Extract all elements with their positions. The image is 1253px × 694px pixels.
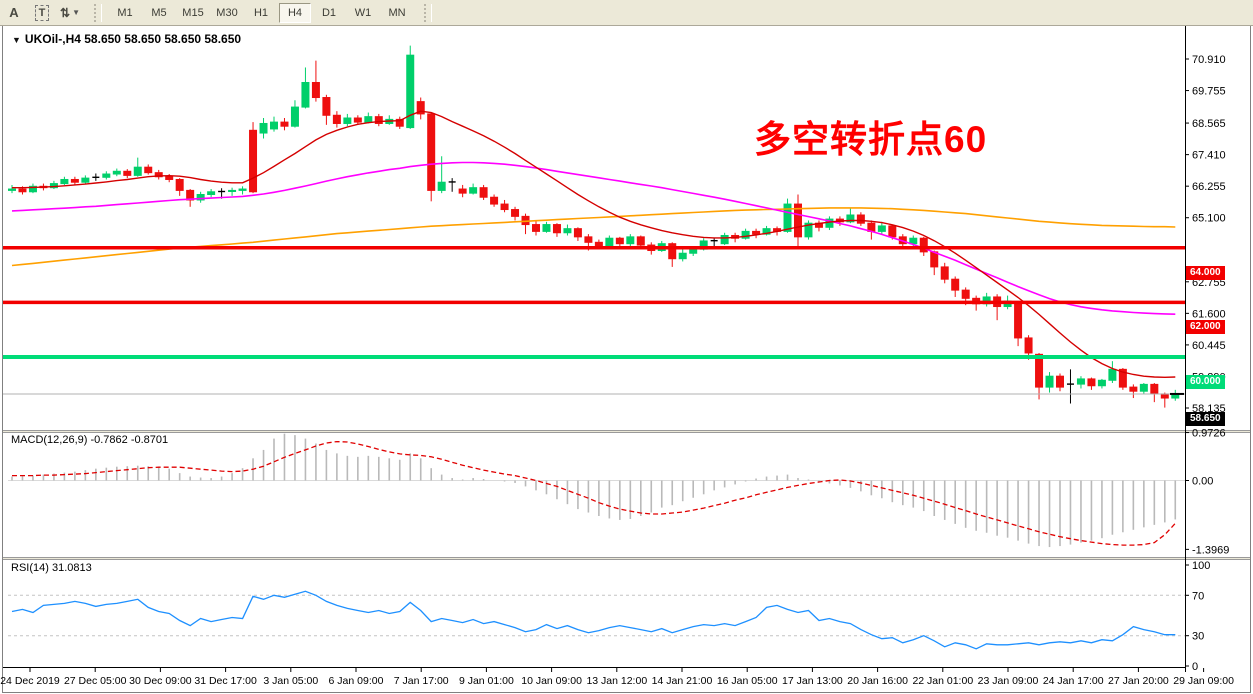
timeframe-h4-button[interactable]: H4 [279,2,311,23]
svg-text:23 Jan 09:00: 23 Jan 09:00 [978,675,1039,687]
chart-plot[interactable]: 70.910 69.755 68.565 67.410 66.255 65.100 62.7… [0,25,1253,694]
current-price-badge: 58.650 [1186,411,1225,426]
svg-text:22 Jan 01:00: 22 Jan 01:00 [912,675,973,687]
svg-text:29 Jan 09:00: 29 Jan 09:00 [1173,675,1234,687]
svg-text:24 Jan 17:00: 24 Jan 17:00 [1043,675,1104,687]
svg-text:67.410: 67.410 [1192,150,1226,162]
svg-text:100: 100 [1192,560,1210,572]
svg-text:24 Dec 2019: 24 Dec 2019 [0,675,60,687]
svg-text:6 Jan 09:00: 6 Jan 09:00 [329,675,384,687]
svg-text:13 Jan 12:00: 13 Jan 12:00 [586,675,647,687]
cursor-tool-button[interactable]: ⇅ ▼ [59,3,81,23]
svg-text:27 Jan 20:00: 27 Jan 20:00 [1108,675,1169,687]
svg-text:70: 70 [1192,590,1204,602]
price-level-badge-62: 62.000 [1186,320,1225,335]
svg-text:16 Jan 05:00: 16 Jan 05:00 [717,675,778,687]
svg-text:30: 30 [1192,631,1204,643]
svg-text:61.600: 61.600 [1192,308,1226,320]
text-box-tool-button[interactable]: T [31,3,53,23]
chart-title: ▼ UKOil-,H4 58.650 58.650 58.650 58.650 [12,32,241,46]
svg-text:68.565: 68.565 [1192,118,1226,130]
svg-text:10 Jan 09:00: 10 Jan 09:00 [521,675,582,687]
macd-indicator-label: MACD(12,26,9) -0.7862 -0.8701 [11,434,169,446]
text-box-icon: T [34,4,50,21]
svg-text:0.9726: 0.9726 [1192,428,1226,440]
svg-text:60.445: 60.445 [1192,340,1226,352]
dropdown-caret-icon: ▼ [72,8,80,17]
svg-text:69.755: 69.755 [1192,86,1226,98]
svg-text:31 Dec 17:00: 31 Dec 17:00 [194,675,257,687]
svg-text:7 Jan 17:00: 7 Jan 17:00 [394,675,449,687]
svg-text:66.255: 66.255 [1192,181,1226,193]
price-level-badge-60: 60.000 [1186,375,1225,390]
chart-canvas[interactable]: 70.910 69.755 68.565 67.410 66.255 65.100 62.7… [0,25,1253,694]
text-label-tool-button[interactable]: A [9,5,19,20]
toolbar-separator [94,3,102,22]
svg-text:9 Jan 01:00: 9 Jan 01:00 [459,675,514,687]
timeframe-m30-button[interactable]: M30 [216,6,238,19]
timeframe-d1-button[interactable]: D1 [321,6,337,19]
svg-text:0.00: 0.00 [1192,476,1213,488]
rsi-indicator-label: RSI(14) 31.0813 [11,562,92,574]
svg-text:62.755: 62.755 [1192,277,1226,289]
timeframe-mn-button[interactable]: MN [388,6,406,19]
svg-text:0: 0 [1192,661,1198,673]
svg-text:3 Jan 05:00: 3 Jan 05:00 [263,675,318,687]
timeframe-m15-button[interactable]: M15 [182,6,204,19]
svg-text:30 Dec 09:00: 30 Dec 09:00 [129,675,192,687]
svg-text:20 Jan 16:00: 20 Jan 16:00 [847,675,908,687]
cursor-arrows-icon: ⇅ [60,5,71,20]
svg-text:-1.3969: -1.3969 [1192,544,1229,556]
timeframe-w1-button[interactable]: W1 [354,6,372,19]
svg-text:65.100: 65.100 [1192,213,1226,225]
toolbar-separator [424,3,432,22]
timeframe-h1-button[interactable]: H1 [253,6,269,19]
price-level-badge-64: 64.000 [1186,265,1225,280]
svg-text:14 Jan 21:00: 14 Jan 21:00 [652,675,713,687]
timeframe-m1-button[interactable]: M1 [117,6,133,19]
chart-annotation-text: 多空转折点60 [754,119,988,160]
collapse-triangle-icon[interactable]: ▼ [12,35,21,45]
symbol-quote-text: UKOil-,H4 58.650 58.650 58.650 58.650 [24,32,242,46]
svg-text:17 Jan 13:00: 17 Jan 13:00 [782,675,843,687]
toolbar: A T ⇅ ▼ M1 M5 M15 M30 H1 H4 D1 W1 MN [0,0,1253,26]
timeframe-m5-button[interactable]: M5 [151,6,167,19]
svg-text:27 Dec 05:00: 27 Dec 05:00 [64,675,127,687]
svg-text:70.910: 70.910 [1192,54,1226,66]
